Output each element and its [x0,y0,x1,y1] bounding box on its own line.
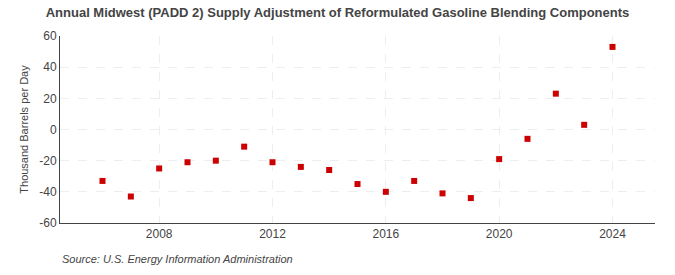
svg-text:-40: -40 [39,185,57,199]
svg-text:2016: 2016 [372,227,399,241]
svg-text:Source: U.S. Energy Informatio: Source: U.S. Energy Information Administ… [62,253,293,265]
svg-text:0: 0 [50,123,57,137]
svg-text:Thousand Barrels per Day: Thousand Barrels per Day [18,65,30,194]
svg-text:Annual Midwest (PADD 2) Supply: Annual Midwest (PADD 2) Supply Adjustmen… [46,5,630,20]
svg-text:2024: 2024 [599,227,626,241]
svg-text:2020: 2020 [486,227,513,241]
svg-text:20: 20 [43,92,57,106]
svg-text:-20: -20 [39,154,57,168]
svg-text:40: 40 [43,60,57,74]
svg-text:2012: 2012 [259,227,286,241]
svg-text:2008: 2008 [146,227,173,241]
svg-text:-60: -60 [39,216,57,230]
svg-text:60: 60 [43,29,57,43]
